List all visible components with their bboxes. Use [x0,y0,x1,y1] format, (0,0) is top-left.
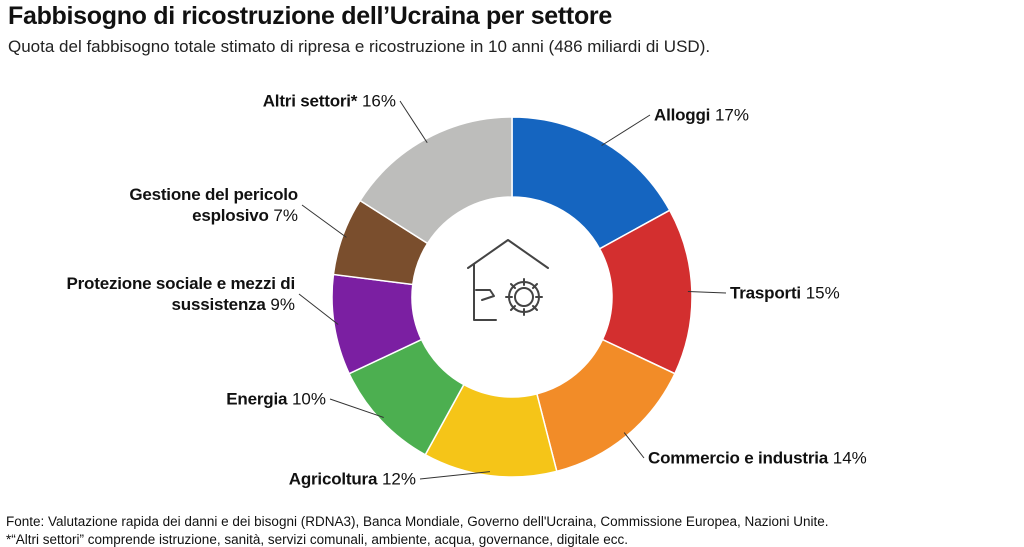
category-name: Trasporti [730,283,801,303]
slice-label: Alloggi 17% [654,105,854,126]
category-name: Commercio e industria [648,448,829,468]
footnote: *“Altri settori” comprende istruzione, s… [6,532,629,547]
category-name: Alloggi [654,105,711,125]
value-label: 17% [714,105,749,125]
leader-line [623,432,645,459]
leader-line [399,100,428,144]
leader-line [298,293,339,325]
leader-line [329,398,384,418]
source-note: Fonte: Valutazione rapida dei danni e de… [6,514,829,529]
slice-label: Energia 10% [126,389,326,410]
value-label: 12% [381,469,416,489]
value-label: 9% [270,295,295,314]
value-label: 15% [805,283,840,303]
value-label: 16% [361,91,396,111]
category-name: Energia [226,389,288,409]
category-name: Gestione del pericolo esplosivo [129,185,298,225]
category-name: Altri settori* [262,91,358,111]
chart-title: Fabbisogno di ricostruzione dell’Ucraina… [8,2,612,30]
slice-label: Trasporti 15% [730,283,930,304]
chart-subtitle: Quota del fabbisogno totale stimato di r… [8,37,711,56]
slice-label: Altri settori* 16% [176,91,396,112]
donut-slice [358,116,513,245]
donut-slice [511,116,671,250]
value-label: 14% [832,448,867,468]
slice-label: Commercio e industria 14% [648,448,948,469]
value-label: 7% [273,206,298,225]
leader-line [301,204,347,238]
center-icon [467,239,549,321]
leader-line [601,114,651,146]
value-label: 10% [291,389,326,409]
leader-line [687,290,727,294]
slice-label: Protezione sociale e mezzi di sussistenz… [55,273,296,315]
category-name: Agricoltura [288,469,378,489]
category-name: Protezione sociale e mezzi di sussistenz… [66,274,296,314]
slice-label: Gestione del pericolo esplosivo 7% [68,184,298,226]
slice-label: Agricoltura 12% [216,469,416,490]
leader-line [419,471,490,480]
